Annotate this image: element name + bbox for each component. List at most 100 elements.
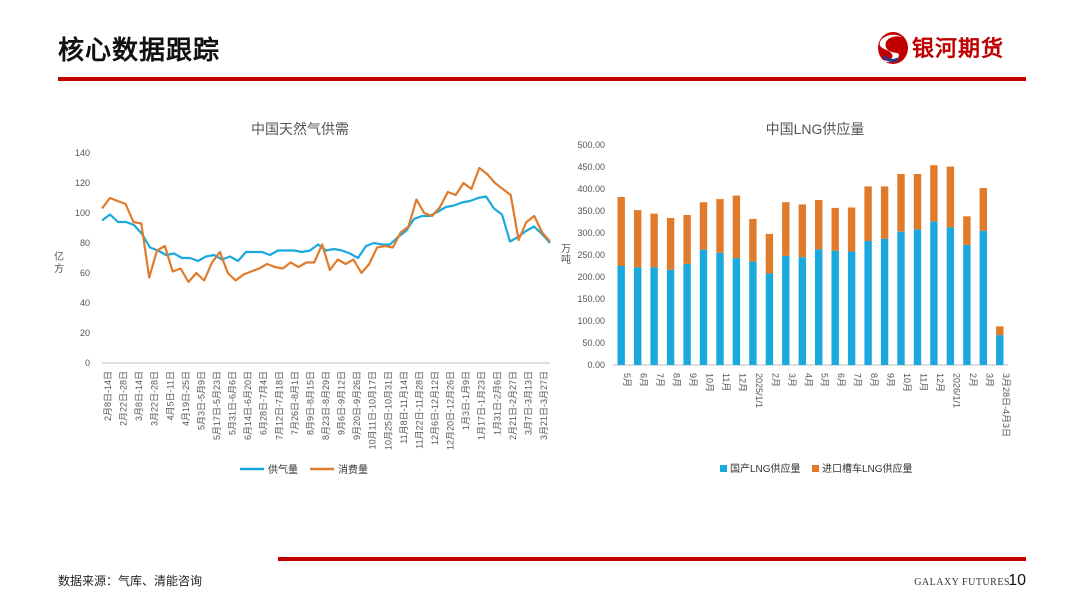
chart1-ytick: 100 — [75, 208, 90, 218]
chart2-xtick: 4月 — [803, 373, 813, 387]
chart2-bar-series-2 — [749, 218, 757, 262]
chart2-bar-series-1 — [847, 251, 856, 365]
page-number: 10 — [1008, 572, 1026, 589]
chart2-xtick: 2月 — [968, 373, 978, 387]
chart2-legend-label: 国产LNG供应量 — [730, 462, 801, 475]
chart2-bar-series-1 — [666, 270, 675, 365]
chart2-bar-series-2 — [864, 186, 872, 241]
chart2-xtick: 3月28日-4月3日 — [1001, 373, 1011, 437]
chart1-ytick: 120 — [75, 178, 90, 188]
chart2-xtick: 3月 — [787, 373, 797, 387]
chart2-xtick: 7月 — [853, 373, 863, 387]
chart2-bar-series-2 — [897, 174, 905, 232]
chart1-xtick: 1月31日-2月6日 — [492, 371, 502, 435]
chart2-bar-series-1 — [798, 257, 806, 365]
chart2-bar-series-2 — [963, 216, 971, 245]
chart2-xtick: 8月 — [869, 373, 879, 387]
chart2-bar-series-2 — [913, 174, 922, 230]
chart2-xtick: 2025/1/1 — [754, 373, 764, 408]
chart2-bar-series-1 — [930, 221, 938, 365]
chart2-bar-series-2 — [996, 326, 1004, 336]
chart2-bar-series-2 — [815, 200, 823, 250]
chart2-xtick: 10月 — [705, 373, 715, 392]
chart1-legend-label: 供气量 — [268, 463, 298, 476]
chart1-ytick: 80 — [80, 238, 90, 248]
chart2-bar-series-2 — [650, 213, 658, 268]
chart2-bar-series-2 — [617, 196, 625, 266]
chart1-xtick: 8月23日-8月29日 — [321, 371, 331, 440]
chart2-legend-swatch — [720, 465, 727, 472]
chart2-title: 中国LNG供应量 — [766, 121, 865, 137]
chart2-ytick: 400.00 — [577, 184, 605, 194]
chart2-xtick: 8月 — [672, 373, 682, 387]
chart2-bar-series-2 — [634, 210, 642, 268]
chart1-xtick: 9月20日-9月26日 — [352, 371, 362, 440]
chart2-bar-series-1 — [979, 230, 987, 365]
chart2-bar-series-1 — [897, 231, 905, 365]
chart1-ylabel: 亿方 — [54, 250, 64, 275]
chart1-xtick: 5月3日-5月9日 — [196, 371, 206, 430]
chart2-ylabel: 万吨 — [561, 244, 571, 266]
chart2-bar-series-1 — [716, 252, 724, 365]
galaxy-logo: 银河期货 — [876, 28, 1026, 68]
chart2-bar-series-1 — [864, 240, 872, 365]
chart2-ytick: 450.00 — [577, 162, 605, 172]
chart2-bar-series-2 — [782, 202, 790, 256]
chart2-bar-series-2 — [699, 202, 708, 250]
chart1-ytick: 20 — [80, 328, 90, 338]
chart2-bar-series-2 — [831, 207, 839, 251]
chart2-bar-series-1 — [749, 261, 757, 365]
chart1-xtick: 10月25日-10月31日 — [383, 371, 393, 450]
chart2-xtick: 12月 — [935, 373, 945, 392]
chart2-bar-series-1 — [683, 263, 691, 365]
chart2-ytick: 250.00 — [577, 250, 605, 260]
chart1-xtick: 11月22日-11月28日 — [414, 371, 424, 449]
chart1-series-1-line — [101, 195, 551, 263]
chart2-bar-series-1 — [831, 250, 839, 365]
chart1-xtick: 5月31日-6月6日 — [228, 371, 238, 435]
galaxy-logo-text: 银河期货 — [912, 36, 1005, 61]
page-title: 核心数据跟踪 — [58, 35, 221, 65]
chart2-xtick: 9月 — [688, 373, 698, 387]
chart1-xtick: 4月5日-11日 — [165, 371, 175, 420]
chart1-xtick: 12月20日-12月26日 — [446, 371, 456, 450]
chart2-xtick: 5月 — [622, 373, 632, 387]
chart1-xtick: 5月17日-5月23日 — [212, 371, 222, 440]
chart1-xtick: 2月8日-14日 — [103, 371, 113, 421]
chart1-xtick: 2月22日-28日 — [119, 371, 129, 426]
chart2-bar-series-1 — [699, 249, 708, 365]
chart2-bar-series-1 — [815, 249, 823, 365]
footer-brand: GALAXY FUTURES — [914, 577, 1010, 588]
chart1-xtick: 2月21日-2月27日 — [508, 371, 518, 440]
chart2-xtick: 11月 — [918, 373, 928, 391]
chart2-bar-series-2 — [847, 207, 856, 252]
chart1-ytick: 60 — [80, 268, 90, 278]
chart1-xtick: 6月14日-6月20日 — [243, 371, 253, 440]
chart2-bar-series-1 — [650, 267, 658, 365]
chart2-legend-label: 进口槽车LNG供应量 — [822, 462, 913, 475]
chart2-xtick: 2月 — [770, 373, 780, 387]
chart2-bar-series-2 — [798, 204, 806, 258]
chart1-xtick: 4月19日-25日 — [181, 371, 191, 426]
chart2-ytick: 150.00 — [577, 294, 605, 304]
top-divider — [58, 77, 1026, 81]
chart2-legend-swatch — [812, 465, 819, 472]
galaxy-logo-icon — [878, 32, 908, 64]
chart2-xtick: 6月 — [836, 373, 846, 387]
chart2-ytick: 200.00 — [577, 272, 605, 282]
chart2-bar-series-2 — [666, 218, 675, 270]
chart2-ytick: 0.00 — [587, 360, 605, 370]
chart1-xtick: 3月8日-14日 — [134, 371, 144, 421]
chart2-bar-series-1 — [880, 238, 889, 365]
chart2-bar-series-2 — [683, 215, 691, 264]
chart1-xtick: 7月26日-8月1日 — [290, 371, 300, 435]
chart2-xtick: 12月 — [737, 373, 747, 392]
chart2-xtick: 9月 — [886, 373, 896, 387]
chart1-xtick: 7月12日-7月18日 — [274, 371, 284, 440]
chart2-bar-series-2 — [765, 233, 774, 274]
chart2-bar-series-1 — [765, 273, 774, 365]
chart2-bar-series-1 — [617, 266, 625, 365]
chart1-ytick: 0 — [85, 358, 90, 368]
